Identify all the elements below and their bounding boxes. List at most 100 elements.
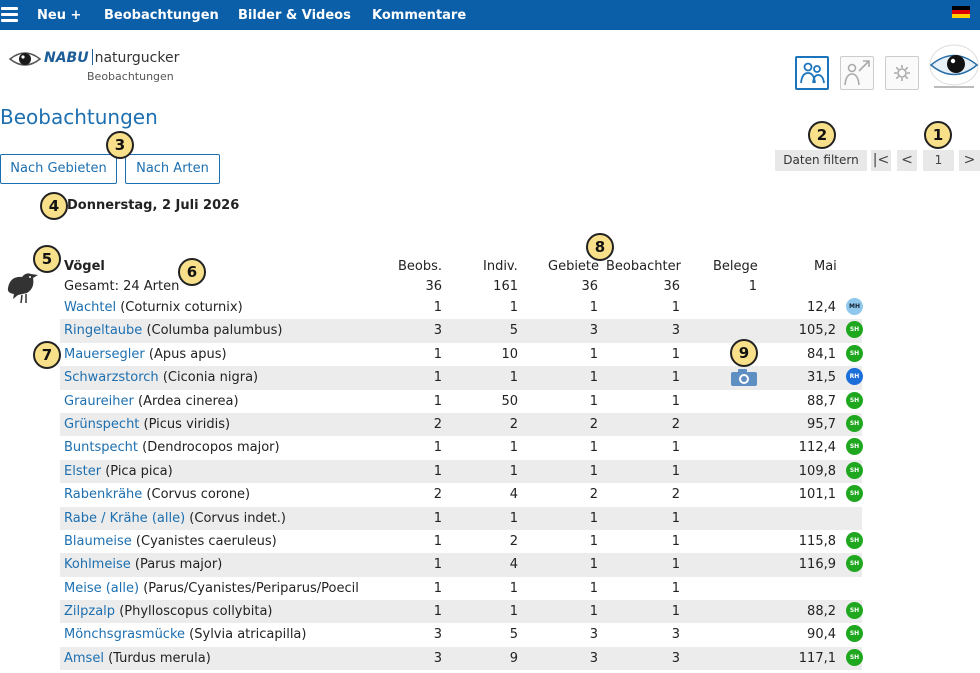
annotation-badge-2: 2 [808, 121, 836, 149]
species-link[interactable]: Rabe / Krähe (alle) [64, 510, 186, 526]
annotation-badge-9: 9 [730, 339, 758, 367]
gebiete-cell: 1 [589, 604, 598, 620]
species-link[interactable]: Mönchsgrasmücke [64, 627, 186, 643]
species-latin-name: (Parus/Cyanistes/Periparus/Poecil [143, 580, 359, 596]
species-latin-name: (Dendrocopos major) [142, 440, 280, 456]
indiv-cell: 1 [509, 580, 518, 596]
table-row: Kohlmeise (Parus major) 1 4 1 1 116,9 SH [60, 553, 863, 577]
beobachter-cell: 1 [671, 510, 680, 526]
table-row: Zilpzalp (Phylloscopus collybita) 1 1 1 1 88,… [60, 600, 863, 624]
species-link[interactable]: Blaumeise [64, 533, 132, 549]
by-area-button[interactable]: Nach Gebieten [0, 154, 117, 184]
species-latin-name: (Columba palumbus) [146, 323, 283, 339]
indiv-cell: 1 [509, 440, 518, 456]
species-link[interactable]: Kohlmeise [64, 557, 131, 573]
mai-cell: 109,8 [798, 463, 836, 479]
status-tag[interactable]: RH [846, 368, 863, 386]
species-total: Gesamt: 24 Arten [64, 279, 180, 294]
species-cell: Amsel (Turdus merula) [64, 647, 211, 670]
gebiete-cell: 1 [589, 533, 598, 549]
beobachter-cell: 1 [671, 463, 680, 479]
next-page-button[interactable]: > [959, 150, 980, 171]
gebiete-cell: 1 [589, 346, 598, 362]
nav-observations[interactable]: Beobachtungen [104, 8, 219, 23]
status-tag[interactable]: SH [846, 625, 863, 643]
gebiete-cell: 1 [589, 300, 598, 315]
beobachter-cell: 1 [671, 440, 680, 456]
naturgucker-logo-icon[interactable] [928, 42, 980, 92]
status-tag[interactable]: SH [846, 391, 863, 409]
status-tag[interactable]: SH [846, 438, 863, 456]
species-cell: Graureiher (Ardea cinerea) [64, 390, 239, 413]
nav-new[interactable]: Neu + [37, 8, 82, 23]
status-tag[interactable]: SH [846, 344, 863, 362]
total-belege: 1 [748, 279, 757, 294]
total-beobs: 36 [425, 279, 442, 294]
current-page-field[interactable]: 1 [923, 150, 954, 171]
previous-page-button[interactable]: < [897, 150, 917, 171]
person-arrow-icon [844, 60, 870, 86]
settings-button[interactable] [885, 56, 919, 90]
status-tag[interactable]: SH [846, 485, 863, 503]
status-tag[interactable]: SH [846, 414, 863, 432]
table-row: Amsel (Turdus merula) 3 9 3 3 117,1 SH [60, 646, 863, 671]
gebiete-cell: 1 [589, 580, 598, 596]
page-title: Beobachtungen [0, 105, 158, 129]
status-tag[interactable]: SH [846, 602, 863, 620]
species-link[interactable]: Grünspecht [64, 416, 140, 432]
table-row: Graureiher (Ardea cinerea) 1 50 1 1 88,7 SH [60, 390, 863, 413]
indiv-cell: 4 [509, 487, 518, 503]
indiv-cell: 10 [501, 346, 518, 362]
observers-button[interactable] [795, 56, 829, 90]
species-link[interactable]: Graureiher [64, 393, 134, 409]
species-link[interactable]: Meise (alle) [64, 580, 140, 596]
status-tag[interactable]: SH [846, 648, 863, 666]
nav-images-videos[interactable]: Bilder & Videos [238, 8, 351, 23]
logo-wordmark[interactable]: NABU naturgucker [44, 49, 179, 66]
species-link[interactable]: Amsel [64, 650, 104, 666]
gebiete-cell: 1 [589, 370, 598, 386]
indiv-cell: 1 [509, 510, 518, 526]
species-link[interactable]: Schwarzstorch [64, 370, 159, 386]
export-button[interactable] [840, 56, 874, 90]
species-link[interactable]: Buntspecht [64, 440, 139, 456]
beobs-cell: 1 [433, 300, 442, 315]
filter-data-button[interactable]: Daten filtern [775, 150, 867, 171]
species-latin-name: (Parus major) [134, 557, 223, 573]
mai-cell: 95,7 [807, 416, 836, 432]
species-cell: Ringeltaube (Columba palumbus) [64, 319, 283, 342]
species-link[interactable]: Ringeltaube [64, 323, 143, 339]
table-row: Elster (Pica pica) 1 1 1 1 109,8 SH [60, 459, 863, 484]
species-latin-name: (Corvus indet.) [189, 510, 286, 526]
species-cell: Grünspecht (Picus viridis) [64, 413, 230, 436]
gear-icon [894, 65, 910, 81]
indiv-cell: 1 [509, 370, 518, 386]
gebiete-cell: 3 [589, 323, 598, 339]
species-link[interactable]: Zilpzalp [64, 604, 116, 620]
species-cell: Mönchsgrasmücke (Sylvia atricapilla) [64, 623, 306, 646]
status-tag[interactable]: MH [846, 298, 863, 315]
camera-icon[interactable] [730, 368, 758, 387]
species-link[interactable]: Rabenkrähe [64, 487, 143, 503]
nav-comments[interactable]: Kommentare [372, 8, 467, 23]
beobs-cell: 1 [433, 604, 442, 620]
status-tag[interactable]: SH [846, 531, 863, 549]
species-cell: Schwarzstorch (Ciconia nigra) [64, 366, 258, 389]
german-flag-icon[interactable] [952, 6, 970, 18]
table-row: Wachtel (Coturnix coturnix) 1 1 1 1 12,4 MH [60, 296, 863, 319]
species-link[interactable]: Mauersegler [64, 346, 145, 362]
species-link[interactable]: Wachtel [64, 300, 117, 315]
status-tag[interactable]: SH [846, 461, 863, 479]
mai-cell: 105,2 [798, 323, 836, 339]
first-page-button[interactable]: |< [871, 150, 891, 171]
mai-cell: 117,1 [798, 650, 836, 666]
hamburger-menu-icon[interactable] [1, 7, 18, 22]
status-tag[interactable]: SH [846, 321, 863, 339]
by-species-button[interactable]: Nach Arten [125, 154, 220, 184]
table-row: Mönchsgrasmücke (Sylvia atricapilla) 3 5 3 3… [60, 623, 863, 646]
species-cell: Meise (alle) (Parus/Cyanistes/Periparus/… [64, 577, 359, 600]
species-link[interactable]: Elster [64, 463, 102, 479]
status-tag[interactable]: SH [846, 555, 863, 573]
beobachter-cell: 1 [671, 557, 680, 573]
species-latin-name: (Ciconia nigra) [162, 370, 259, 386]
